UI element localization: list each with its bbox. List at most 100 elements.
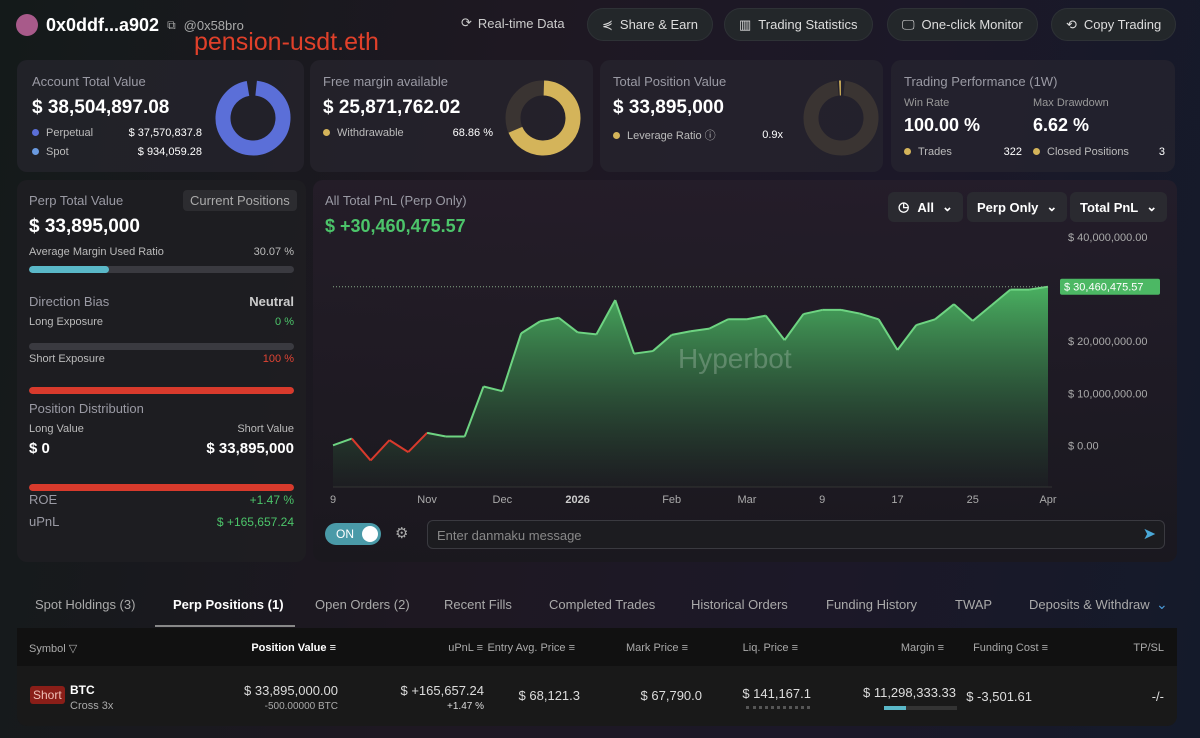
scope-filter-dropdown[interactable]: Perp Only ⌄ — [967, 192, 1068, 222]
share-earn-button[interactable]: ⋞ Share & Earn — [587, 8, 713, 41]
tab-3[interactable]: Recent Fills — [444, 597, 512, 612]
filter-label: All — [917, 199, 934, 215]
help-icon[interactable]: ⓘ — [704, 130, 716, 142]
position-donut — [803, 80, 879, 156]
sort-icon[interactable]: ≡ — [934, 642, 944, 654]
max-drawdown-value: 6.62 % — [1033, 115, 1090, 135]
column-header[interactable]: Mark Price ≡ — [626, 642, 688, 654]
one-click-monitor-button[interactable]: 🖵 One-click Monitor — [887, 8, 1038, 41]
metric-filter-dropdown[interactable]: Total PnL ⌄ — [1070, 192, 1168, 222]
wallet-address: 0x0ddf...a902 — [46, 14, 160, 35]
row-value: $ 934,059.28 — [137, 146, 202, 158]
handle[interactable]: @0x58bro — [183, 17, 244, 33]
copy-icon[interactable]: ⧉ — [167, 17, 176, 32]
danmaku-placeholder: Enter danmaku message — [437, 528, 582, 543]
sort-icon[interactable]: ≡ — [326, 642, 336, 654]
y-tick-label: $ 40,000,000.00 — [1068, 232, 1148, 244]
pnl-line-segment — [652, 334, 673, 352]
perp-panel: Perp Total Value Current Positions $ 33,… — [17, 180, 306, 562]
tab-4[interactable]: Completed Trades — [549, 597, 656, 612]
tab-1[interactable]: Perp Positions (1) — [173, 597, 284, 612]
tab-7[interactable]: TWAP — [955, 597, 993, 612]
margin: $ 11,298,333.33 — [862, 685, 956, 700]
pnl-line-segment — [746, 314, 766, 321]
tab-6[interactable]: Funding History — [826, 597, 918, 612]
clock-icon: ◷ — [898, 199, 910, 214]
column-header[interactable]: Margin ≡ — [901, 642, 944, 654]
roe-value: +1.47 % — [249, 492, 294, 507]
pnl-line-segment — [351, 437, 372, 462]
row-value: $ 37,570,837.8 — [128, 127, 202, 139]
time-filter-dropdown[interactable]: ◷ All ⌄ — [888, 192, 963, 222]
row-label: Spot — [46, 146, 69, 158]
upnl: $ +165,657.24 — [400, 683, 485, 698]
leverage-dot — [613, 132, 620, 139]
pnl-line-segment — [934, 303, 955, 321]
pnl-line-segment — [595, 299, 617, 335]
chart-total-value: $ +30,460,475.57 — [325, 216, 466, 236]
sort-icon[interactable]: ≡ — [1038, 642, 1048, 654]
account-header: 0x0ddf...a902 ⧉ @0x58bro — [16, 14, 244, 36]
roe-label: ROE — [29, 492, 58, 507]
pnl-line-segment — [708, 318, 729, 330]
long-value: $ 0 — [29, 440, 50, 457]
margin-ratio-label: Average Margin Used Ratio — [29, 246, 164, 258]
mark-price: $ 67,790.0 — [640, 688, 702, 703]
chevron-down-icon: ⌄ — [1146, 199, 1158, 214]
column-header[interactable]: Funding Cost ≡ — [973, 642, 1048, 654]
direction-bias-value: Neutral — [249, 294, 294, 309]
copy-trading-button[interactable]: ⟲ Copy Trading — [1051, 8, 1177, 41]
refresh-icon: ⟳ — [461, 15, 472, 30]
chevron-down-icon[interactable]: ⌄ — [1156, 596, 1168, 612]
column-header[interactable]: Liq. Price ≡ — [743, 642, 798, 654]
pnl-line-segment — [990, 288, 1012, 306]
tab-0[interactable]: Spot Holdings (3) — [35, 597, 136, 612]
pnl-line-segment — [501, 333, 523, 392]
danmaku-input[interactable]: Enter danmaku message ➤ — [427, 520, 1165, 549]
header-label: Margin — [900, 642, 935, 654]
tab-2[interactable]: Open Orders (2) — [315, 597, 410, 612]
tab-8[interactable]: Deposits & Withdraw — [1029, 597, 1150, 612]
settings-icon[interactable]: ⚙ — [395, 525, 409, 542]
column-header[interactable]: Position Value ≡ — [251, 642, 336, 654]
danmaku-toggle[interactable]: ON — [325, 523, 381, 545]
sort-icon[interactable]: ≡ — [678, 642, 688, 654]
row-value: 0.9x — [762, 129, 783, 141]
tp-sl[interactable]: -/- — [1151, 689, 1164, 704]
toggle-knob — [362, 526, 378, 542]
column-header[interactable]: uPnL ≡ — [448, 642, 483, 654]
sort-icon[interactable]: ≡ — [473, 642, 483, 654]
short-value-label: Short Value — [237, 423, 294, 435]
pnl-line-segment — [388, 439, 409, 453]
header-label: Mark Price — [625, 642, 679, 654]
column-header[interactable]: Entry Avg. Price ≡ — [487, 642, 575, 654]
column-header[interactable]: TP/SL — [1133, 642, 1164, 654]
column-header[interactable]: Symbol ▽ — [29, 642, 77, 655]
filter-icon[interactable]: ▽ — [65, 643, 78, 655]
monitor-icon: 🖵 — [902, 16, 915, 32]
share-icon: ⋞ — [602, 16, 613, 32]
pnl-line-segment — [483, 385, 503, 393]
free-margin-card: Free margin available $ 25,871,762.02 Wi… — [310, 60, 593, 172]
pnl-line-segment — [539, 316, 559, 323]
pnl-area — [333, 286, 1048, 487]
trading-statistics-button[interactable]: ▥ Trading Statistics — [724, 8, 873, 41]
pnl-chart-panel: All Total PnL (Perp Only) $ +30,460,475.… — [313, 180, 1177, 562]
pnl-line-segment — [558, 316, 579, 334]
tab-5[interactable]: Historical Orders — [691, 597, 788, 612]
send-icon[interactable]: ➤ — [1142, 526, 1156, 543]
margin-ratio-bar — [29, 266, 294, 273]
y-tick-label: $ 20,000,000.00 — [1068, 336, 1148, 348]
pnl-line-segment — [671, 330, 691, 336]
sort-icon[interactable]: ≡ — [788, 642, 798, 654]
margin-donut — [505, 80, 581, 156]
x-tick-label: Feb — [662, 494, 681, 506]
short-exposure-value: 100 % — [262, 353, 294, 365]
current-positions-tag[interactable]: Current Positions — [183, 190, 297, 211]
short-value: $ 33,895,000 — [206, 440, 294, 457]
realtime-data-button[interactable]: ⟳ Real-time Data — [461, 15, 565, 31]
sort-icon[interactable]: ≡ — [565, 642, 575, 654]
row-label: Withdrawable — [337, 127, 404, 139]
symbol[interactable]: BTC — [70, 683, 95, 697]
short-exposure-label: Short Exposure — [29, 353, 105, 365]
